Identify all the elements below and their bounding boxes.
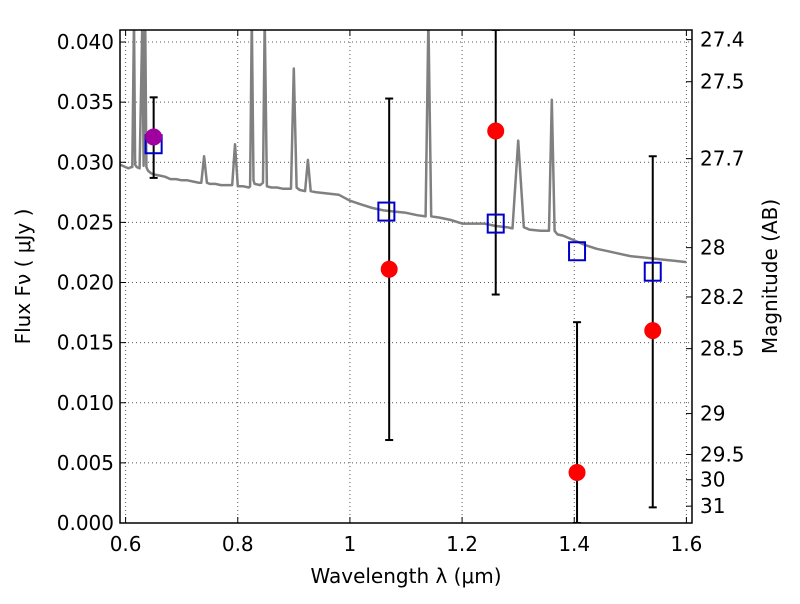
x-tick-label: 0.6 <box>110 532 142 556</box>
y-tick-label: 0.030 <box>57 150 114 174</box>
y2-tick-label: 31 <box>700 494 725 518</box>
x-tick-label: 1.4 <box>558 532 590 556</box>
model-box-3 <box>486 213 505 234</box>
y2-tick-label: 29.5 <box>700 442 745 466</box>
y2-tick-label: 29 <box>700 402 725 426</box>
y2-tick-label: 28 <box>700 236 725 260</box>
y2-tick-label: 27.4 <box>700 28 745 52</box>
spectrum-line <box>120 30 687 264</box>
model-box-5 <box>643 261 662 282</box>
grid-layer <box>120 30 692 523</box>
y-tick-label: 0.025 <box>57 210 114 234</box>
observed-point-5 <box>644 322 662 340</box>
y-tick-label: 0.040 <box>57 30 114 54</box>
model-box-4 <box>568 241 587 262</box>
x-tick-label: 1 <box>344 532 357 556</box>
observed-point-1 <box>145 128 163 146</box>
y-tick-label: 0.020 <box>57 271 114 295</box>
model-box-2 <box>377 201 396 222</box>
observed-point-3 <box>487 122 505 140</box>
x-tick-label: 1.2 <box>446 532 478 556</box>
plot-layer <box>120 30 687 523</box>
ticks-layer: 0.6 0.8 1 1.2 1.4 1.6 0.000 0.005 0.010 0.015 0.02… <box>57 28 745 556</box>
y-tick-label: 0.015 <box>57 331 114 355</box>
y-tick-label: 0.000 <box>57 511 114 535</box>
y2-tick-label: 28.5 <box>700 337 745 361</box>
y-tick-label: 0.035 <box>57 90 114 114</box>
observed-point-4 <box>568 463 586 481</box>
y2-tick-label: 27.7 <box>700 147 745 171</box>
y2-tick-label: 30 <box>700 468 725 492</box>
y-tick-label: 0.005 <box>57 451 114 475</box>
y2-tick-label: 27.5 <box>700 70 745 94</box>
x-tick-label: 0.8 <box>222 532 254 556</box>
plot-frame <box>119 29 693 524</box>
observed-point-2 <box>380 260 398 278</box>
x-axis-label: Wavelength λ (μm) <box>310 564 501 588</box>
y-axis-label: Flux Fν ( μJy ) <box>11 209 35 345</box>
y2-axis-label: Magnitude (AB) <box>758 199 782 354</box>
y-tick-label: 0.010 <box>57 391 114 415</box>
y2-tick-label: 28.2 <box>700 285 745 309</box>
x-tick-label: 1.6 <box>670 532 702 556</box>
